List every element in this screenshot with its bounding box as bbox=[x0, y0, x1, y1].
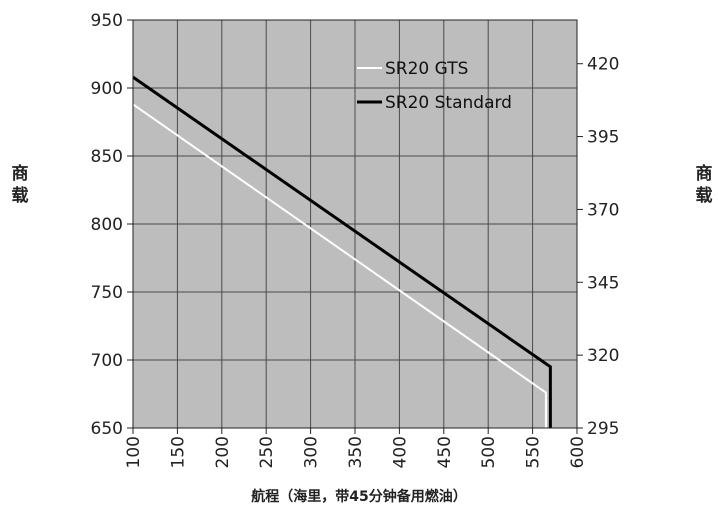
left-axis-label: 商载 bbox=[11, 164, 29, 206]
series-line-sr20-gts bbox=[132, 103, 547, 428]
legend-label: SR20 Standard bbox=[385, 93, 512, 113]
x-tick-label: 450 bbox=[435, 436, 455, 468]
y-left-tick-label: 950 bbox=[91, 11, 123, 31]
y-left-tick-label: 800 bbox=[91, 215, 123, 235]
x-tick-label: 550 bbox=[524, 436, 544, 468]
y-right-tick-label: 345 bbox=[587, 273, 619, 293]
x-tick-label: 400 bbox=[390, 436, 410, 468]
y-left-tick-label: 850 bbox=[91, 147, 123, 167]
y-right-tick-label: 370 bbox=[587, 200, 619, 220]
series-line-sr20-standard bbox=[132, 75, 552, 428]
series-lines bbox=[132, 75, 552, 428]
plot-border bbox=[132, 19, 578, 429]
legend: SR20 GTS SR20 Standard bbox=[357, 59, 512, 113]
x-tick-label: 250 bbox=[257, 436, 277, 468]
x-tick-label: 100 bbox=[124, 436, 144, 468]
x-tick-label: 500 bbox=[479, 436, 499, 468]
y-right-tick-label: 395 bbox=[587, 128, 619, 148]
y-left-tick-label: 700 bbox=[91, 351, 123, 371]
axes: 100 150 200 250 300 350 400 450 500 550 600 650 700 7… bbox=[91, 11, 620, 468]
y-left-tick-label: 750 bbox=[91, 283, 123, 303]
right-axis-label: 商载 bbox=[695, 164, 713, 206]
x-tick-label: 300 bbox=[302, 436, 322, 468]
y-right-tick-label: 420 bbox=[587, 55, 619, 75]
legend-label: SR20 GTS bbox=[385, 59, 468, 79]
x-tick-label: 350 bbox=[346, 436, 366, 468]
y-right-tick-label: 295 bbox=[587, 419, 619, 439]
x-axis-title: 航程（海里，带45分钟备用燃油） bbox=[251, 489, 467, 505]
y-left-tick-label: 900 bbox=[91, 79, 123, 99]
x-tick-label: 200 bbox=[213, 436, 233, 468]
y-right-tick-label: 320 bbox=[587, 346, 619, 366]
x-tick-label: 150 bbox=[168, 436, 188, 468]
x-tick-label: 600 bbox=[568, 436, 588, 468]
y-left-tick-label: 650 bbox=[91, 419, 123, 439]
